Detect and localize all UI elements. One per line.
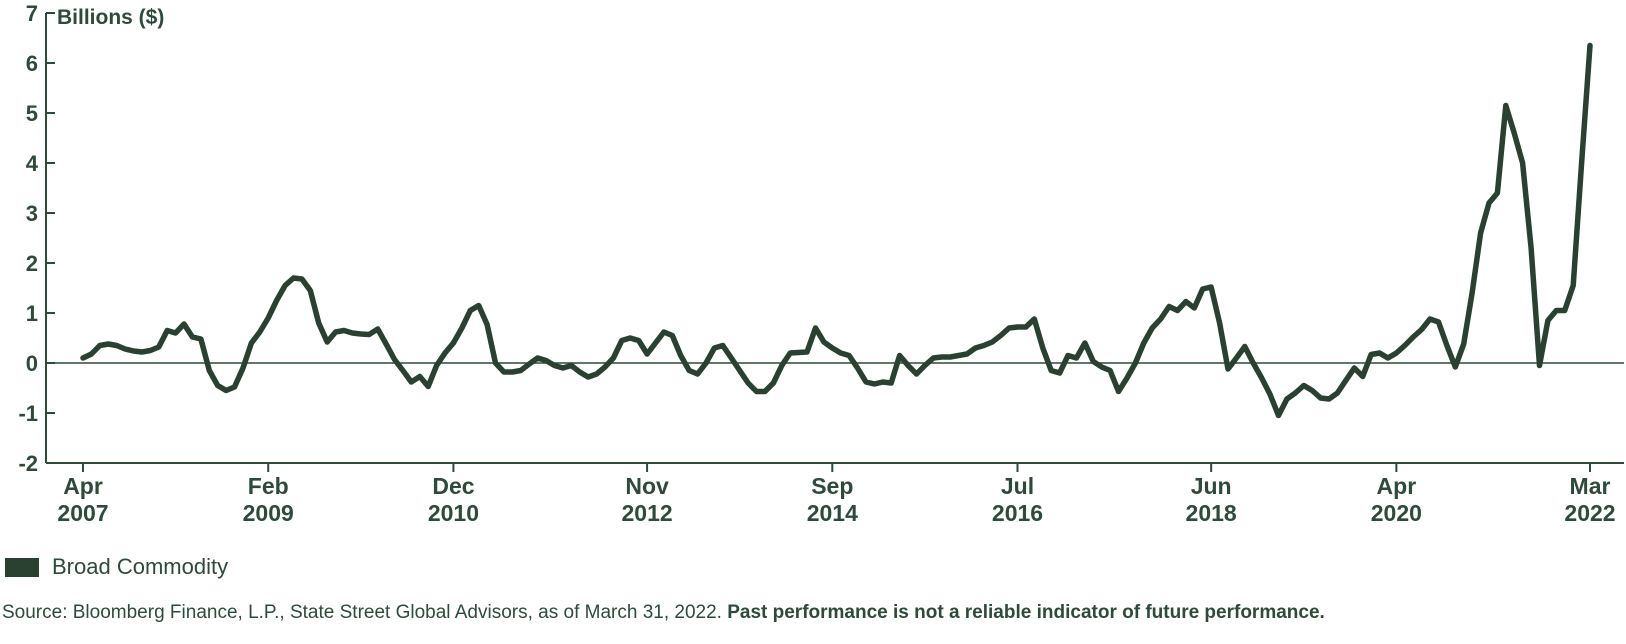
x-tick-label-month: Jul <box>1001 473 1034 499</box>
y-tick-label: 0 <box>26 351 38 376</box>
y-tick-label: 7 <box>26 1 38 26</box>
x-tick-label-year: 2016 <box>992 500 1043 526</box>
x-tick-label-month: Nov <box>625 473 669 499</box>
source-text: Source: Bloomberg Finance, L.P., State S… <box>2 602 728 623</box>
axis-title: Billions ($) <box>57 6 164 29</box>
x-tick-label-month: Apr <box>63 473 103 499</box>
source-note: Source: Bloomberg Finance, L.P., State S… <box>2 602 1325 624</box>
x-tick-label-month: Apr <box>1377 473 1417 499</box>
legend: Broad Commodity <box>5 554 228 580</box>
y-tick-label: 4 <box>26 151 39 176</box>
flows-line-chart: 76543210-1-2Apr2007Feb2009Dec2010Nov2012… <box>18 1 1624 526</box>
y-tick-label: 2 <box>26 251 38 276</box>
x-axis: Apr2007Feb2009Dec2010Nov2012Sep2014Jul20… <box>46 462 1624 526</box>
x-tick-label-month: Sep <box>811 473 853 499</box>
x-tick-label-year: 2020 <box>1371 500 1422 526</box>
x-tick-label-month: Jun <box>1191 473 1232 499</box>
x-tick-label-year: 2014 <box>807 500 858 526</box>
x-tick-label-year: 2009 <box>243 500 294 526</box>
source-disclaimer-text: Past performance is not a reliable indic… <box>727 602 1325 623</box>
broad-commodity-line <box>80 42 1593 419</box>
x-tick-label-year: 2007 <box>57 500 108 526</box>
x-tick-label-year: 2010 <box>428 500 479 526</box>
y-tick-label: -1 <box>18 401 38 426</box>
x-tick-label-month: Feb <box>248 473 289 499</box>
y-tick-label: -2 <box>18 451 38 476</box>
legend-label-broad-commodity: Broad Commodity <box>52 554 229 579</box>
x-tick-label-year: 2012 <box>621 500 672 526</box>
legend-swatch-broad-commodity <box>5 557 39 577</box>
y-tick-label: 1 <box>26 301 38 326</box>
x-tick-label-month: Dec <box>432 473 474 499</box>
y-tick-label: 3 <box>26 201 38 226</box>
y-tick-label: 6 <box>26 51 38 76</box>
y-axis: 7 6 5 4 3 2 1 0 -1 -2 <box>18 1 55 476</box>
x-tick-label-year: 2022 <box>1564 500 1615 526</box>
y-tick-label: 5 <box>26 101 38 126</box>
x-tick-label-year: 2018 <box>1186 500 1237 526</box>
x-tick-label-month: Mar <box>1570 473 1611 499</box>
